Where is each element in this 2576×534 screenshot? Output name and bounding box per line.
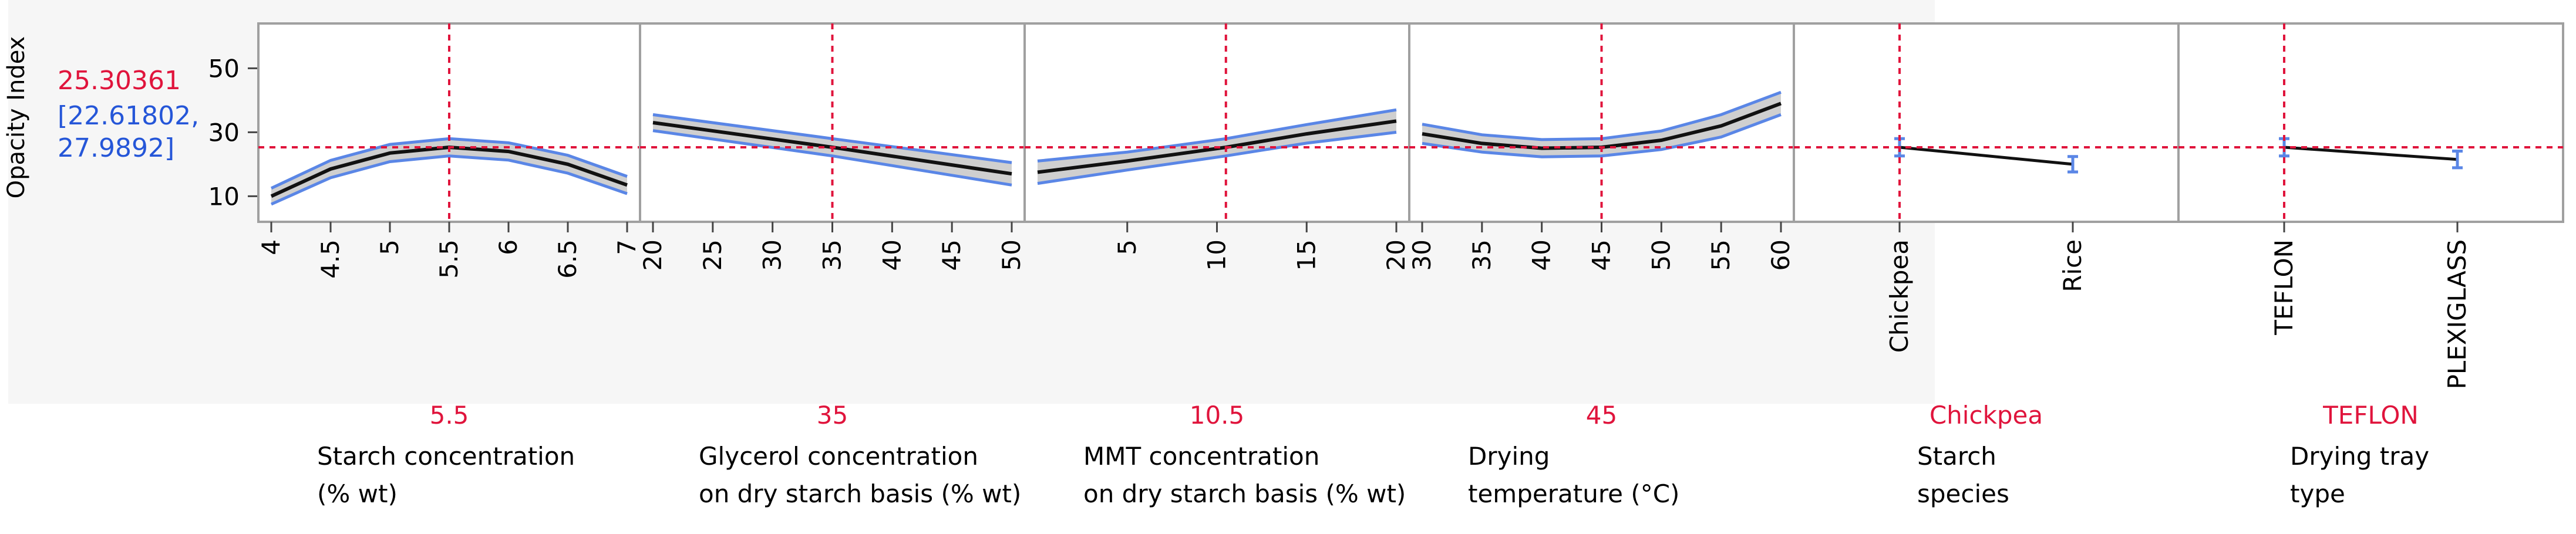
x-tick-label: 5 <box>375 239 404 255</box>
predicted-value: 25.30361 <box>58 66 181 96</box>
x-tick-label: 55 <box>1706 239 1735 271</box>
panel-frame <box>257 22 641 223</box>
factor-label-unit: on dry starch basis (% wt) <box>1083 479 1406 508</box>
x-tick-label: TEFLON <box>2269 239 2298 336</box>
factor-label: Starch concentration <box>317 442 575 471</box>
x-tick-label: 45 <box>937 239 966 271</box>
x-tick-label: 6 <box>494 239 523 255</box>
x-tick-label: 40 <box>877 239 906 271</box>
x-tick-label: 20 <box>1382 239 1410 271</box>
x-tick-label: 5 <box>1113 239 1141 255</box>
confidence-interval-upper: 27.9892] <box>58 133 175 163</box>
panel-frame <box>1793 22 2180 223</box>
y-tick-label: 50 <box>208 54 240 83</box>
factor-label: Drying <box>1468 442 1550 471</box>
factor-current-value: 10.5 <box>1190 401 1245 430</box>
x-tick-label: 35 <box>1467 239 1496 271</box>
x-tick-label: 30 <box>758 239 787 271</box>
x-tick-label: 7 <box>612 239 641 255</box>
factor-label-unit: type <box>2290 479 2345 508</box>
factor-current-value: TEFLON <box>2322 401 2419 430</box>
x-tick-label: 50 <box>1646 239 1675 271</box>
x-tick-label: 4.5 <box>316 239 345 279</box>
x-tick-label: 5.5 <box>435 239 463 279</box>
x-tick-label: Chickpea <box>1885 239 1914 353</box>
x-tick-label: 25 <box>698 239 727 271</box>
factor-label-unit: temperature (°C) <box>1468 479 1679 508</box>
y-tick-label: 30 <box>208 118 240 147</box>
x-tick-label: 30 <box>1407 239 1436 271</box>
x-tick-label: 6.5 <box>553 239 582 279</box>
x-tick-label: 15 <box>1292 239 1321 271</box>
x-tick-label: 50 <box>997 239 1026 271</box>
prediction-line <box>2284 146 2458 161</box>
x-tick-label: 40 <box>1527 239 1556 271</box>
x-tick-label: 45 <box>1587 239 1616 271</box>
factor-label: Starch <box>1917 442 1996 471</box>
x-tick-label: 4 <box>257 239 285 255</box>
x-tick-label: Rice <box>2058 239 2087 292</box>
confidence-interval-lower: [22.61802, <box>58 101 200 131</box>
factor-label: Glycerol concentration <box>699 442 978 471</box>
factor-current-value: 5.5 <box>430 401 469 430</box>
lower-confidence-curve <box>1037 130 1397 185</box>
prediction-line <box>1899 146 2073 166</box>
x-tick-label: 35 <box>818 239 847 271</box>
factor-label-unit: species <box>1917 479 2009 508</box>
x-tick-label: PLEXIGLASS <box>2443 239 2471 389</box>
confidence-band <box>1422 92 1781 157</box>
factor-label-unit: (% wt) <box>317 479 398 508</box>
panel-frame <box>2177 22 2564 223</box>
factor-label-unit: on dry starch basis (% wt) <box>699 479 1021 508</box>
x-tick-label: 10 <box>1203 239 1231 271</box>
factor-current-value: 45 <box>1586 401 1617 430</box>
factor-current-value: 35 <box>817 401 848 430</box>
confidence-band <box>271 138 627 204</box>
x-tick-label: 60 <box>1766 239 1795 271</box>
factor-label: MMT concentration <box>1083 442 1319 471</box>
lower-confidence-curve <box>652 129 1012 187</box>
x-tick-label: 20 <box>638 239 667 271</box>
factor-current-value: Chickpea <box>1930 401 2043 430</box>
factor-label: Drying tray <box>2290 442 2429 471</box>
lower-confidence-curve <box>270 154 628 206</box>
y-tick-label: 10 <box>208 182 240 211</box>
lower-confidence-curve <box>1422 113 1782 158</box>
